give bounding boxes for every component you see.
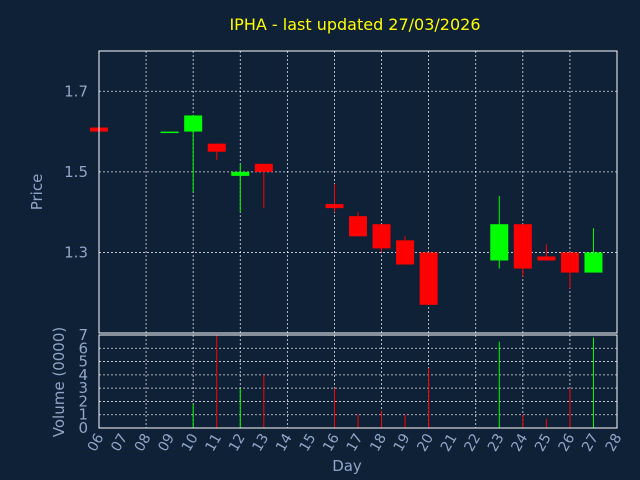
x-tick-label: 24: [509, 431, 532, 455]
price-y-tick-label: 1.3: [64, 243, 88, 261]
candle: [231, 163, 250, 213]
candle: [325, 183, 344, 213]
x-tick-label: 11: [202, 431, 225, 454]
price-axis-label: Price: [28, 174, 46, 211]
x-ticks: 06 07 08 09 10 11 12 13 14 15 16 17 18 19 20 21 22 23 24 25…: [85, 431, 626, 455]
x-tick-label: 08: [132, 431, 155, 454]
x-tick-label: 20: [414, 431, 437, 454]
volume-y-tick-label: 6: [78, 339, 88, 357]
candle-body: [184, 115, 203, 132]
volume-y-tick-label: 2: [78, 392, 88, 410]
volume-y-tick-label: 0: [78, 419, 88, 437]
candle: [207, 143, 226, 160]
x-tick-label: 28: [603, 431, 626, 454]
candle: [560, 252, 579, 289]
x-tick-label: 13: [250, 431, 273, 454]
volume-grid: [99, 335, 617, 428]
candle-body: [513, 224, 532, 269]
candle-body: [254, 163, 273, 172]
candle: [184, 115, 203, 192]
volume-y-tick-label: 3: [78, 379, 88, 397]
x-tick-label: 09: [155, 431, 178, 454]
x-tick-label: 21: [438, 431, 461, 454]
x-tick-label: 16: [320, 431, 343, 455]
candle-body: [396, 240, 415, 265]
x-tick-label: 27: [579, 431, 602, 454]
candle-body: [560, 252, 579, 273]
chart-title: IPHA - last updated 27/03/2026: [229, 15, 480, 34]
volume-y-tick-label: 5: [78, 353, 88, 371]
x-tick-label: 22: [461, 431, 484, 454]
x-tick-label: 19: [391, 431, 414, 454]
candle: [490, 196, 509, 269]
volume-bars: [192, 335, 594, 428]
candle: [537, 244, 556, 261]
volume-panel-frame: [98, 334, 618, 429]
volume-axis-label: Volume (0000): [50, 327, 68, 437]
candle: [419, 252, 438, 305]
x-tick-label: 12: [226, 431, 249, 454]
price-panel-frame: [98, 50, 618, 334]
price-y-tick-label: 1.7: [64, 82, 88, 100]
x-tick-label: 17: [344, 431, 367, 454]
price-y-ticks: 1.3 1.5 1.7: [64, 82, 88, 261]
x-tick-label: 26: [556, 431, 579, 455]
x-tick-label: 15: [297, 431, 320, 454]
x-tick-label: 18: [367, 431, 390, 454]
x-tick-label: 25: [532, 431, 555, 454]
candle-body: [419, 252, 438, 305]
candle: [372, 224, 391, 253]
x-tick-label: 23: [485, 431, 508, 454]
candle: [349, 212, 367, 237]
candle-body: [231, 171, 250, 176]
volume-y-tick-label: 1: [78, 406, 88, 424]
candle-body: [537, 256, 556, 261]
price-grid: [99, 51, 617, 333]
x-tick-label: 14: [273, 431, 296, 455]
candle-body: [325, 204, 344, 209]
candle-body: [349, 216, 367, 237]
volume-y-tick-label: 4: [78, 366, 88, 384]
volume-y-tick-label: 7: [78, 326, 88, 344]
candle: [254, 163, 273, 209]
candles: [90, 115, 603, 305]
candle: [513, 224, 532, 277]
x-tick-label: 10: [179, 431, 202, 454]
candle: [584, 228, 603, 273]
candle-body: [584, 252, 603, 273]
x-tick-label: 07: [108, 431, 131, 454]
candle-body: [372, 224, 391, 249]
candle-body: [160, 131, 179, 134]
price-y-tick-label: 1.5: [64, 163, 88, 181]
candle: [396, 236, 415, 265]
candle-body: [207, 143, 226, 152]
x-axis-label: Day: [332, 457, 362, 475]
candle: [160, 131, 179, 134]
candle-body: [490, 224, 509, 261]
x-tick-label: 06: [85, 431, 108, 455]
